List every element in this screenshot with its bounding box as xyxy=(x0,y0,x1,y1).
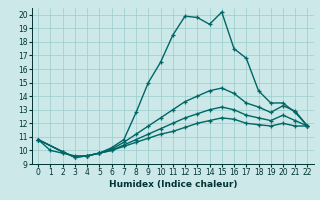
X-axis label: Humidex (Indice chaleur): Humidex (Indice chaleur) xyxy=(108,180,237,189)
